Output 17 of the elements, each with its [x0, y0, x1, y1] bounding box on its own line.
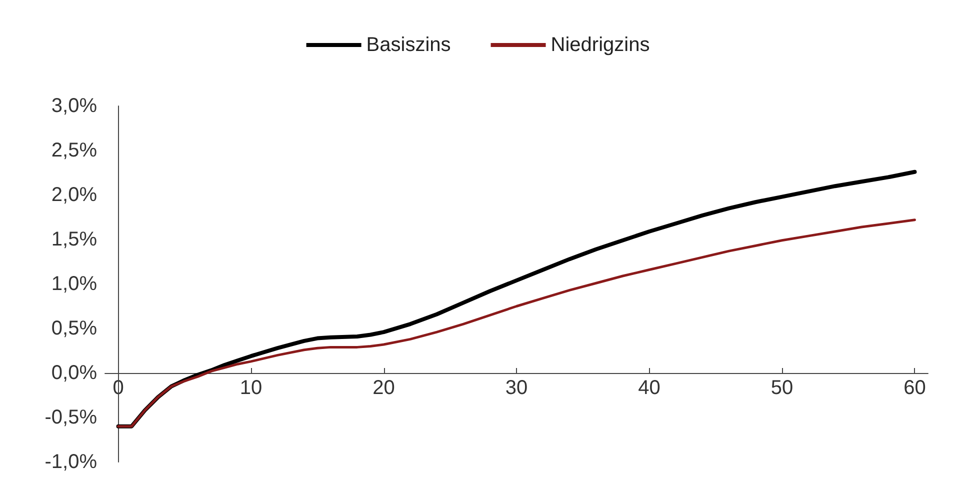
x-tick-label: 20	[372, 377, 395, 399]
y-tick-label: 2,5%	[51, 140, 98, 162]
x-tick-label: 40	[638, 377, 660, 399]
legend-label: Basiszins	[366, 34, 451, 56]
y-tick-label: 1,5%	[51, 228, 98, 250]
x-tick-label: 30	[505, 377, 528, 399]
y-tick-label: -0,5%	[44, 406, 98, 428]
y-tick-label: 3,0%	[51, 95, 98, 117]
legend-label: Niedrigzins	[550, 34, 650, 56]
x-tick-label: 60	[904, 377, 926, 399]
x-tick-label: 10	[240, 377, 262, 399]
x-tick-label: 50	[770, 377, 794, 399]
y-tick-label: 0,0%	[51, 362, 98, 384]
y-tick-label: 0,5%	[51, 318, 98, 340]
y-tick-label: -1,0%	[44, 451, 98, 473]
y-tick-label: 1,0%	[51, 273, 98, 295]
y-tick-label: 2,0%	[51, 184, 98, 206]
